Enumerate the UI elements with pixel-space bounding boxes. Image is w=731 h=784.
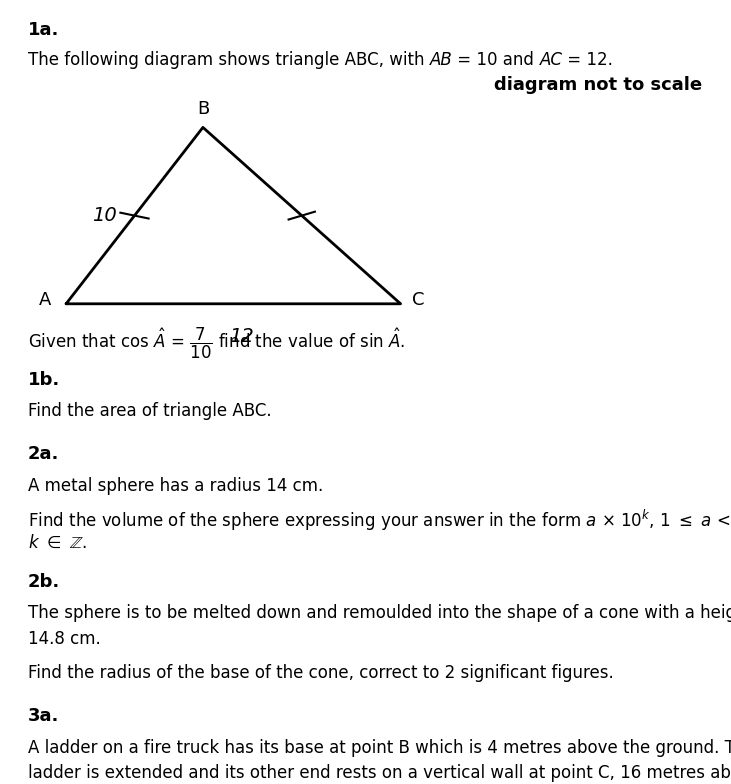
Text: 1b.: 1b. — [28, 371, 60, 389]
Text: 14.8 cm.: 14.8 cm. — [28, 630, 101, 648]
Text: = 12.: = 12. — [562, 51, 613, 69]
Text: Given that cos $\hat{A}$ = $\dfrac{7}{10}$ find the value of sin $\hat{A}$.: Given that cos $\hat{A}$ = $\dfrac{7}{10… — [28, 325, 405, 361]
Text: = 10 and: = 10 and — [452, 51, 539, 69]
Text: B: B — [197, 100, 209, 118]
Text: 12: 12 — [229, 328, 254, 347]
Text: 1a.: 1a. — [28, 21, 59, 39]
Text: Find the volume of the sphere expressing your answer in the form $a$ $\times$ 10: Find the volume of the sphere expressing… — [28, 508, 731, 533]
Text: ladder is extended and its other end rests on a vertical wall at point C, 16 met: ladder is extended and its other end res… — [28, 764, 731, 782]
Text: A ladder on a fire truck has its base at point B which is 4 metres above the gro: A ladder on a fire truck has its base at… — [28, 739, 731, 757]
Text: AC: AC — [539, 51, 562, 69]
Text: A metal sphere has a radius 14 cm.: A metal sphere has a radius 14 cm. — [28, 477, 323, 495]
Text: AB: AB — [430, 51, 452, 69]
Text: 3a.: 3a. — [28, 707, 59, 725]
Text: C: C — [412, 291, 425, 309]
Text: A: A — [39, 291, 51, 309]
Text: 2b.: 2b. — [28, 573, 60, 591]
Text: $k$ $\in$ $\mathbb{Z}$.: $k$ $\in$ $\mathbb{Z}$. — [28, 534, 87, 552]
Text: The following diagram shows triangle ABC, with: The following diagram shows triangle ABC… — [28, 51, 430, 69]
Text: The sphere is to be melted down and remoulded into the shape of a cone with a he: The sphere is to be melted down and remo… — [28, 604, 731, 622]
Text: diagram not to scale: diagram not to scale — [493, 76, 702, 94]
Text: Find the radius of the base of the cone, correct to 2 significant figures.: Find the radius of the base of the cone,… — [28, 664, 613, 682]
Text: Find the area of triangle ABC.: Find the area of triangle ABC. — [28, 402, 271, 420]
Text: 2a.: 2a. — [28, 445, 59, 463]
Text: 10: 10 — [91, 206, 116, 225]
